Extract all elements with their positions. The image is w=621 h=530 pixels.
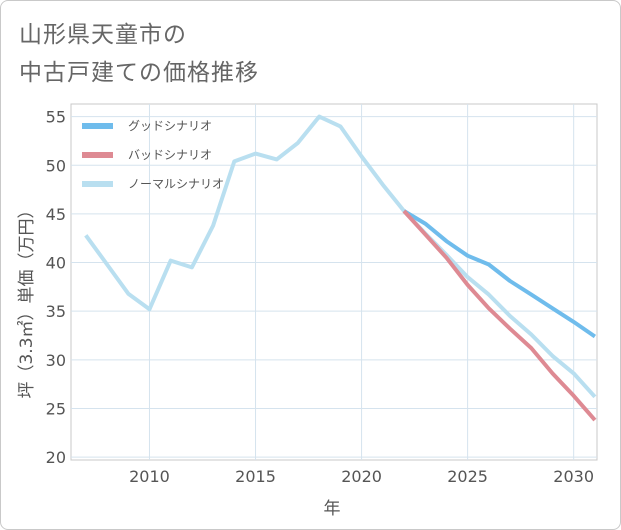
series-line-0 <box>402 209 597 339</box>
x-tick-label-2025: 2025 <box>447 467 488 486</box>
y-axis-title: 坪（3.3㎡）単価（万円） <box>17 201 37 398</box>
legend-label-2: ノーマルシナリオ <box>128 177 224 191</box>
y-tick-label-55: 55 <box>46 108 66 127</box>
chart-title: 山形県天童市の 中古戸建ての価格推移 <box>19 16 259 92</box>
x-tick-label-2030: 2030 <box>553 467 594 486</box>
y-tick-label-35: 35 <box>46 302 66 321</box>
y-tick-label-30: 30 <box>46 351 66 370</box>
x-tick-label-2010: 2010 <box>129 467 170 486</box>
x-axis-title: 年 <box>324 499 341 519</box>
y-tick-label-50: 50 <box>46 156 66 175</box>
legend-label-1: バッドシナリオ <box>128 148 212 162</box>
chart-title-line-2: 中古戸建ての価格推移 <box>19 60 259 86</box>
x-axis-ticks: 2010 2015 2020 2025 2030 <box>129 467 594 486</box>
y-tick-label-40: 40 <box>46 254 66 273</box>
series-line-1 <box>402 209 597 422</box>
x-tick-label-2015: 2015 <box>235 467 276 486</box>
legend-label-0: グッドシナリオ <box>128 119 212 133</box>
series-lines <box>84 114 597 422</box>
chart-title-line-1: 山形県天童市の <box>19 22 187 48</box>
y-tick-label-25: 25 <box>46 399 66 418</box>
y-tick-label-20: 20 <box>46 448 66 467</box>
x-tick-label-2020: 2020 <box>341 467 382 486</box>
y-axis-ticks: 20 25 30 35 40 45 50 55 <box>46 108 66 467</box>
series-line-2 <box>84 114 597 399</box>
y-tick-label-45: 45 <box>46 205 66 224</box>
